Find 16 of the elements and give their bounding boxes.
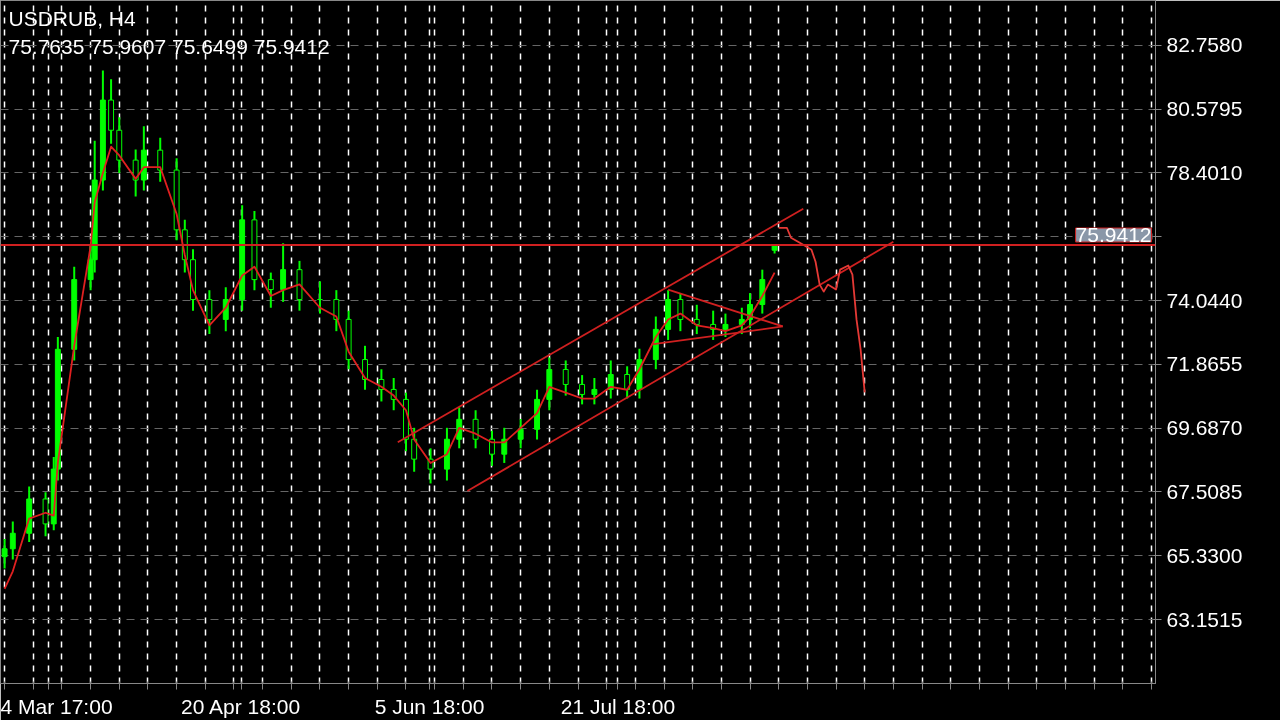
x-tick-label: 5 Jun 18:00 [374,694,485,718]
chart-title: USDRUB, H4 [8,6,137,30]
y-tick-label: 71.8655 [1166,352,1243,376]
y-tick-label: 82.7580 [1166,33,1243,57]
y-tick-label: 69.6870 [1166,416,1243,440]
y-tick-label: 78.4010 [1166,160,1243,184]
x-tick-label: 21 Jul 18:00 [560,694,676,718]
x-tick-label: 4 Mar 17:00 [0,694,113,718]
y-tick-label: 74.0440 [1166,288,1243,312]
y-tick-label: 63.1515 [1166,607,1243,631]
x-tick-label: 20 Apr 18:00 [181,694,301,718]
text: 75.7635 75.9607 75.6499 75.9412 [8,34,330,58]
y-tick-label: 80.5795 [1166,97,1243,121]
y-tick-label: 65.3300 [1166,543,1243,567]
y-tick-label: 67.5085 [1166,480,1243,503]
ref-line-label: 75.9412 [1075,223,1152,247]
